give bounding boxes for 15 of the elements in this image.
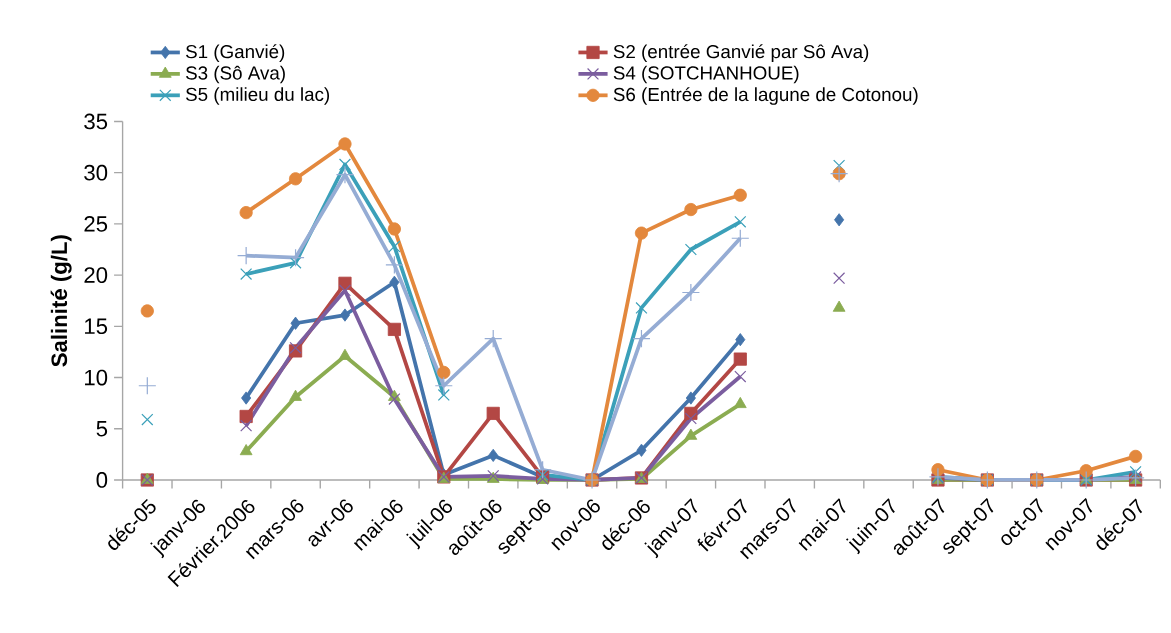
y-tick-label: 0 (96, 472, 108, 489)
legend-label: S1 (Ganvié) (186, 44, 285, 63)
y-tick-label: 30 (84, 165, 108, 181)
legend-label: S2 (entrée Ganvié par Sô Ava) (613, 44, 869, 63)
legend-label: S5 (milieu du lac) (186, 87, 330, 105)
y-tick-label: 15 (85, 318, 108, 335)
y-tick-label: 5 (96, 421, 108, 437)
y-tick-label: 10 (85, 369, 108, 386)
y-axis-title: Salinité (g/L) (50, 235, 72, 367)
legend-label: S6 (Entrée de la lagune de Cotonou) (613, 87, 918, 106)
y-tick-label: 35 (84, 113, 108, 130)
legend-label: S4 (SOTCHANHOUE) (613, 66, 799, 84)
y-tick-label: 20 (84, 267, 108, 284)
y-tick-label: 25 (84, 216, 108, 232)
legend-label: S3 (Sô Ava) (186, 66, 285, 84)
